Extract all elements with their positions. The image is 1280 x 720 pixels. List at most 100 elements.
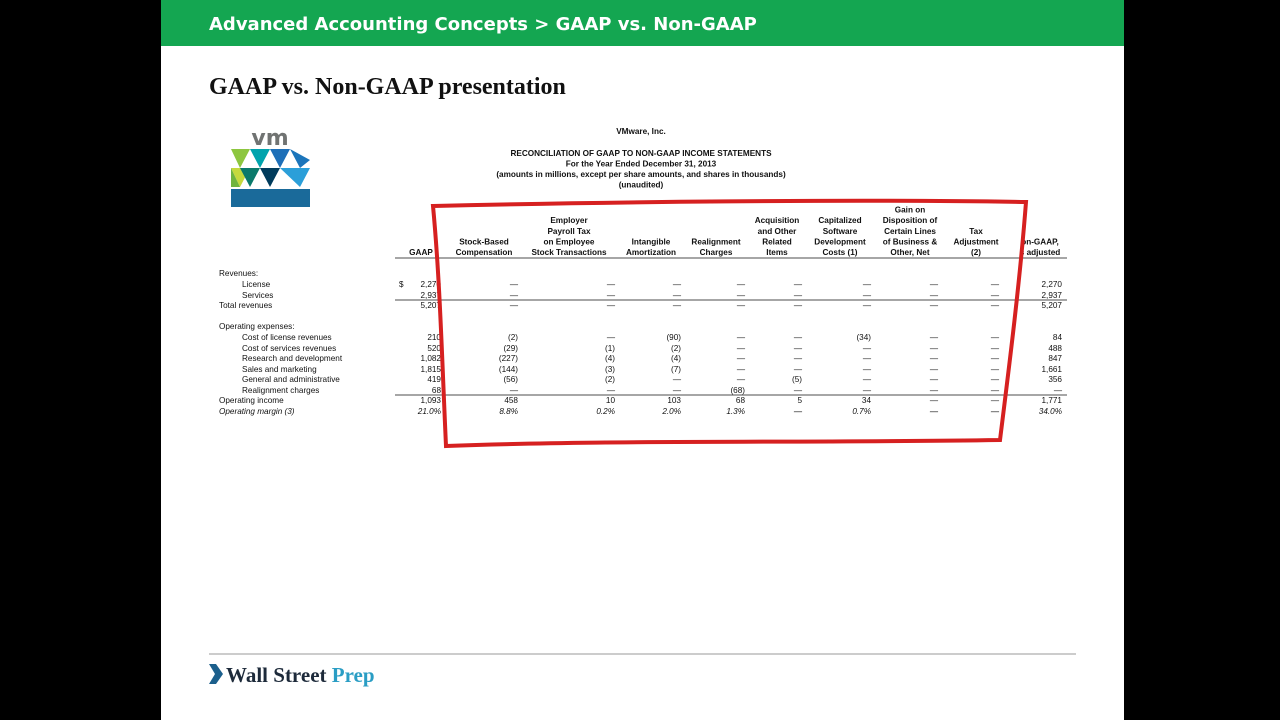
- cell: 2,937: [1042, 291, 1063, 300]
- cell: 2.0%: [661, 407, 681, 416]
- cell: —: [794, 354, 803, 363]
- column-header: Gain on: [895, 206, 925, 215]
- column-header: Software: [823, 227, 858, 236]
- cell: —: [930, 301, 939, 310]
- cell: 68: [432, 386, 442, 395]
- cell: —: [673, 301, 682, 310]
- cell: 10: [606, 396, 616, 405]
- heading-line: (unaudited): [619, 181, 664, 190]
- cell: —: [991, 291, 1000, 300]
- cell: —: [991, 365, 1000, 374]
- cell: —: [930, 344, 939, 353]
- cell: —: [673, 280, 682, 289]
- cell: —: [794, 280, 803, 289]
- cell: —: [510, 386, 519, 395]
- cell: 356: [1048, 375, 1062, 384]
- cell: —: [930, 365, 939, 374]
- cell: —: [607, 280, 616, 289]
- row-label: Total revenues: [219, 301, 272, 310]
- cell: 5,207: [1042, 301, 1063, 310]
- cell: —: [930, 375, 939, 384]
- cell: 1,093: [421, 396, 442, 405]
- cell: (90): [666, 333, 681, 342]
- column-header: Stock-Based: [459, 237, 509, 246]
- column-header: of Business &: [883, 237, 938, 246]
- cell: —: [510, 291, 519, 300]
- cell: 84: [1053, 333, 1063, 342]
- cell: —: [794, 344, 803, 353]
- column-header: Amortization: [626, 248, 676, 257]
- cell: —: [794, 333, 803, 342]
- footer-icon: [209, 664, 223, 684]
- cell: (29): [503, 344, 518, 353]
- cell: —: [991, 280, 1000, 289]
- cell: —: [930, 386, 939, 395]
- column-header: Capitalized: [818, 216, 861, 225]
- row-label: License: [242, 280, 271, 289]
- cell: —: [737, 344, 746, 353]
- column-header: Intangible: [632, 237, 671, 246]
- cell: —: [1054, 386, 1063, 395]
- column-header: Costs (1): [822, 248, 857, 257]
- cell: —: [991, 333, 1000, 342]
- row-label: Operating income: [219, 396, 284, 405]
- cell: (34): [856, 333, 871, 342]
- cell: 103: [667, 396, 681, 405]
- row-label: General and administrative: [242, 375, 340, 384]
- cell: —: [991, 396, 1000, 405]
- column-header: Certain Lines: [884, 227, 936, 236]
- cell: 0.7%: [852, 407, 871, 416]
- cell: 2,937: [421, 291, 442, 300]
- slide: [161, 0, 1124, 720]
- cell: —: [929, 407, 939, 416]
- footer-brand: Wall Street Prep: [226, 663, 375, 687]
- column-header: Payroll Tax: [547, 227, 591, 236]
- slide-title: GAAP vs. Non-GAAP presentation: [209, 74, 566, 100]
- cell: —: [737, 333, 746, 342]
- vmware-logo: vm: [231, 126, 310, 207]
- cell: (2): [508, 333, 518, 342]
- cell: —: [863, 291, 872, 300]
- column-header: Acquisition: [755, 216, 800, 225]
- cell: 2,270: [421, 280, 442, 289]
- column-header: s adjusted: [1020, 248, 1061, 257]
- cell: —: [930, 280, 939, 289]
- cell: —: [930, 396, 939, 405]
- cell: —: [863, 354, 872, 363]
- cell: —: [737, 375, 746, 384]
- column-header: Tax: [969, 227, 983, 236]
- cell: (68): [730, 386, 745, 395]
- column-header: and Other: [758, 227, 797, 236]
- row-label: Sales and marketing: [242, 365, 317, 374]
- cell: 5,207: [421, 301, 442, 310]
- cell: (2): [605, 375, 615, 384]
- cell: 419: [427, 375, 441, 384]
- cell: —: [607, 301, 616, 310]
- cell: 488: [1048, 344, 1062, 353]
- cell: —: [607, 333, 616, 342]
- cell: (7): [671, 365, 681, 374]
- cell: 5: [797, 396, 802, 405]
- column-header: Items: [766, 248, 788, 257]
- column-header: Stock Transactions: [531, 248, 607, 257]
- column-header: on Employee: [544, 237, 595, 246]
- cell: 847: [1048, 354, 1062, 363]
- heading-line: (amounts in millions, except per share a…: [496, 170, 786, 179]
- cell: 1,771: [1042, 396, 1063, 405]
- cell: 210: [427, 333, 441, 342]
- cell: 520: [427, 344, 441, 353]
- cell: 1,661: [1042, 365, 1063, 374]
- cell: —: [794, 291, 803, 300]
- cell: —: [673, 375, 682, 384]
- currency: $: [399, 280, 404, 289]
- column-header: (2): [971, 248, 981, 257]
- logo-text: vm: [251, 126, 288, 151]
- cell: (5): [792, 375, 802, 384]
- cell: 458: [504, 396, 518, 405]
- heading-line: For the Year Ended December 31, 2013: [566, 160, 717, 169]
- column-header: Adjustment: [953, 237, 998, 246]
- cell: 34: [862, 396, 872, 405]
- cell: —: [737, 365, 746, 374]
- cell: —: [793, 407, 803, 416]
- cell: (144): [499, 365, 518, 374]
